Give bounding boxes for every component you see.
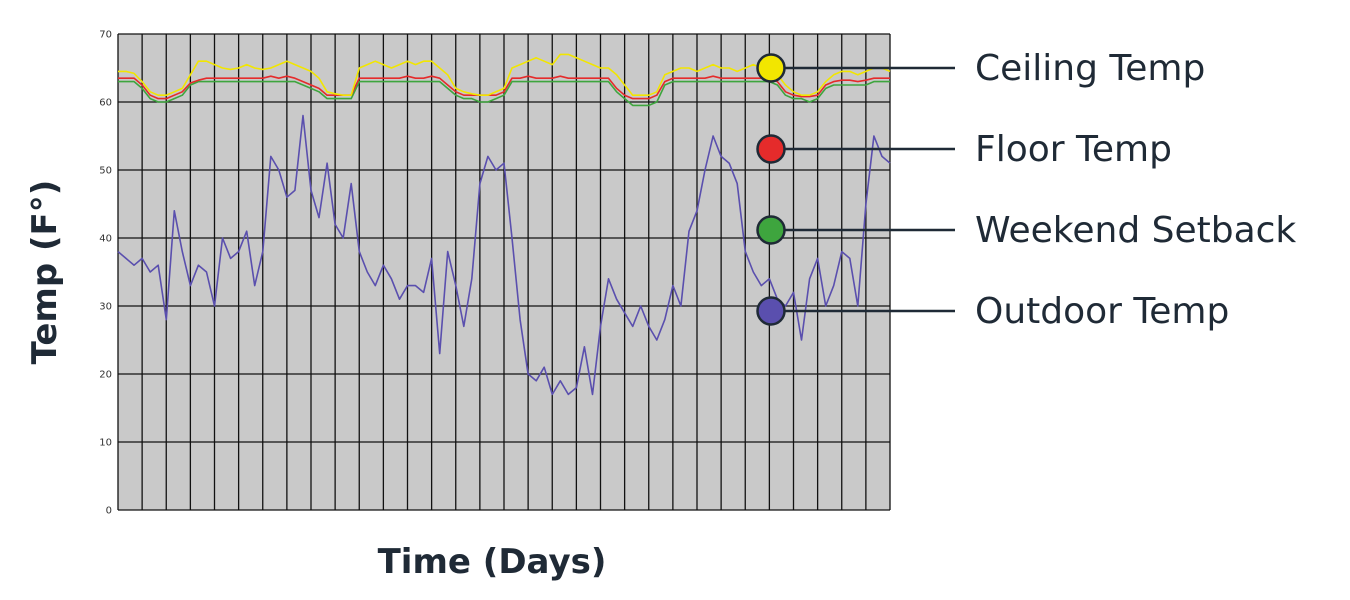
y-tick-label: 20	[99, 370, 112, 381]
legend-marker	[756, 53, 786, 83]
series-line-outdoor-temp	[117, 114, 891, 396]
legend-marker	[756, 134, 786, 164]
y-tick-label: 50	[99, 166, 112, 177]
y-tick-label: 0	[106, 506, 112, 517]
legend-label: Ceiling Temp	[975, 48, 1205, 89]
y-tick-label: 60	[99, 98, 112, 109]
y-tick-label: 10	[99, 438, 112, 449]
legend-marker	[756, 215, 786, 245]
legend-label: Floor Temp	[975, 129, 1172, 170]
x-axis-title: Time (Days)	[378, 542, 607, 582]
y-tick-label: 30	[99, 302, 112, 313]
legend: Ceiling Temp Floor Temp Weekend Setback Out…	[756, 48, 1296, 332]
legend-label: Weekend Setback	[975, 210, 1296, 251]
y-axis-title: Temp (F°)	[25, 180, 65, 365]
series-line-weekend-setback	[118, 80, 890, 107]
legend-label: Outdoor Temp	[975, 291, 1229, 332]
legend-marker	[756, 296, 786, 326]
y-axis-ticks: 0 10 20 30 40 50 60 70	[99, 30, 112, 517]
y-tick-label: 40	[99, 234, 112, 245]
y-tick-label: 70	[99, 30, 112, 41]
